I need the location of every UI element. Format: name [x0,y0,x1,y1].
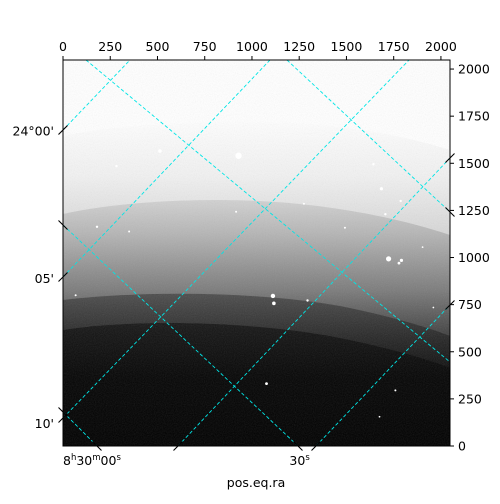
star-1 [158,149,162,153]
image-panel [63,60,450,446]
star-2 [115,164,118,168]
grid-line-3 [63,411,98,446]
right-tick-label-2: 500 [458,344,482,359]
star-12 [397,261,401,265]
dec-tick-label-0: 24°00' [13,124,55,139]
x-axis-label: pos.eq.ra [227,475,285,490]
star-15 [306,299,309,302]
grid-line-7 [177,157,450,446]
right-pixel-axis: 0 250 500 750 1000 1250 1500 1750 2000 [450,62,490,454]
world-tick-5 [445,153,455,163]
world-tick-11 [311,441,321,451]
right-tick-label-4: 1000 [458,250,490,265]
grid-line-4 [63,60,131,131]
star-22 [432,306,435,309]
star-13 [270,293,276,299]
right-tick-label-1: 250 [458,391,482,406]
world-tick-1 [58,220,68,230]
world-tick-8 [92,441,102,451]
top-tick-label-0: 0 [59,39,67,54]
grid-line-5 [63,60,271,278]
top-tick-label-4: 1000 [236,39,268,54]
world-tick-7 [445,300,455,310]
top-pixel-axis: 0 250 500 750 1000 1250 1500 1750 2000 [59,39,457,60]
star-11 [399,258,404,262]
world-tick-9 [173,441,183,451]
stars-layer [74,149,435,418]
star-10 [385,256,392,262]
star-5 [399,199,402,203]
top-tick-label-8: 2000 [425,39,457,54]
world-tick-0 [58,125,68,135]
grid-line-0 [85,60,450,363]
right-tick-label-0: 0 [458,439,466,454]
ra-tick-label-0: 8h30m00s [63,453,121,468]
world-axis-ticks [58,125,455,451]
right-tick-label-5: 1250 [458,203,490,218]
world-tick-10 [293,441,303,451]
star-3 [379,187,384,191]
top-tick-label-2: 500 [146,39,170,54]
plot-frame [62,59,451,447]
star-21 [378,415,381,418]
star-14 [272,301,276,306]
star-7 [235,210,238,213]
top-tick-label-7: 1750 [378,39,410,54]
wcs-grid [63,60,450,446]
world-tick-4 [58,413,68,423]
top-tick-label-1: 250 [98,39,122,54]
ra-tick-label-1: 30s [289,453,310,468]
star-23 [421,246,424,249]
star-18 [74,294,77,297]
dec-tick-label-1: 05' [35,271,54,286]
star-6 [384,212,387,216]
star-8 [343,226,346,229]
right-tick-label-8: 2000 [458,62,490,77]
star-9 [302,202,305,205]
top-tick-label-3: 750 [193,39,217,54]
top-tick-label-6: 1500 [331,39,363,54]
star-16 [95,225,99,229]
star-0 [235,152,242,159]
grid-line-6 [63,60,410,419]
world-tick-6 [445,207,455,217]
image-noise [63,60,450,446]
right-tick-label-6: 1500 [458,156,490,171]
world-tick-2 [58,272,68,282]
star-20 [394,389,397,392]
right-tick-label-3: 750 [458,297,482,312]
top-tick-label-5: 1250 [283,39,315,54]
right-tick-label-7: 1750 [458,109,490,124]
star-4 [372,163,375,166]
star-17 [128,230,131,233]
star-19 [265,382,268,386]
grid-line-8 [315,304,450,446]
grid-line-1 [63,224,299,446]
dec-tick-label-2: 10' [35,416,54,431]
